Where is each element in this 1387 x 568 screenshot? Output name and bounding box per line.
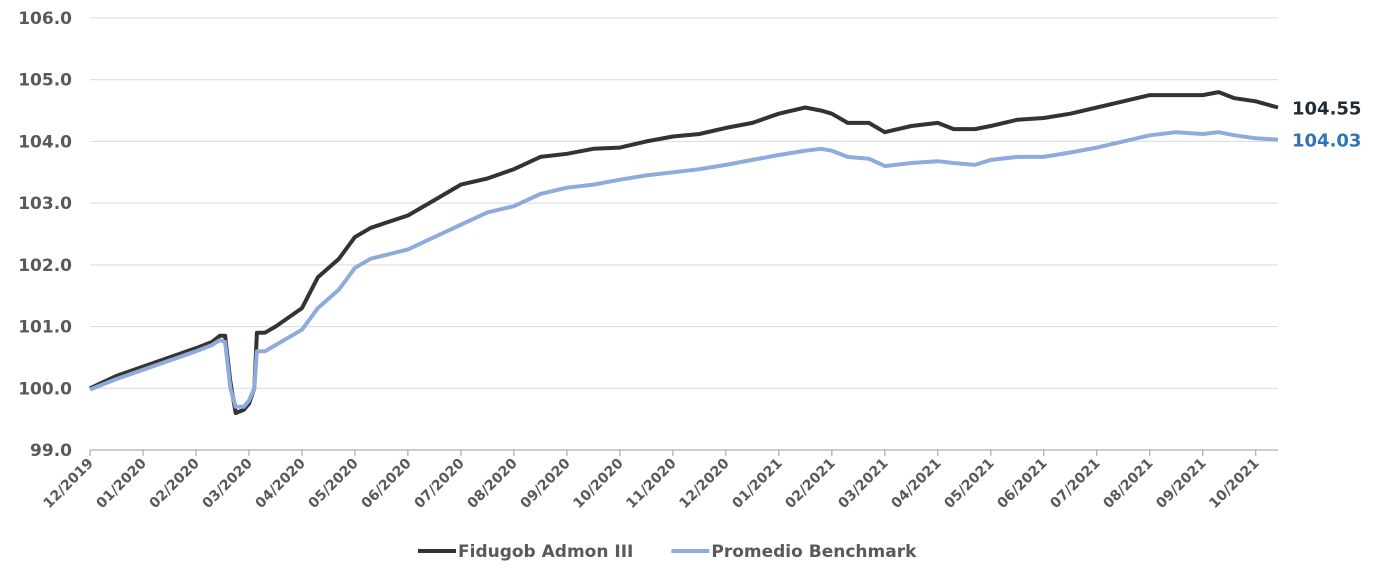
x-tick-label: 06/2020 (358, 455, 414, 511)
series-line (89, 90, 1279, 415)
x-tick-label: 06/2021 (994, 456, 1050, 512)
x-tick-label: 03/2021 (835, 456, 891, 512)
end-label: 104.03 (1292, 131, 1361, 152)
x-tick-label: 12/2019 (41, 456, 97, 512)
y-tick-label: 101.0 (18, 318, 72, 338)
y-tick-label: 99.0 (30, 441, 72, 461)
y-tick-label: 102.0 (18, 256, 72, 276)
x-tick-label: 04/2021 (888, 456, 944, 512)
x-tick-label: 07/2020 (411, 455, 467, 511)
x-tick-label: 01/2021 (729, 456, 785, 512)
x-tick-label: 07/2021 (1047, 456, 1103, 512)
end-label: 104.55 (1292, 98, 1361, 119)
y-tick-label: 103.0 (18, 194, 72, 214)
y-tick-label: 106.0 (18, 9, 72, 29)
x-tick-label: 10/2020 (570, 455, 626, 511)
x-tick-label: 11/2020 (623, 455, 679, 511)
legend-label: Fidugob Admon III (458, 542, 633, 562)
y-tick-label: 104.0 (18, 132, 72, 152)
x-tick-label: 12/2020 (676, 455, 732, 511)
x-tick-label: 09/2021 (1153, 456, 1209, 512)
x-tick-label: 09/2020 (517, 455, 573, 511)
x-tick-label: 05/2021 (941, 456, 997, 512)
y-tick-label: 105.0 (18, 71, 72, 91)
x-tick-label: 02/2020 (147, 455, 203, 511)
y-tick-label: 100.0 (18, 379, 72, 399)
x-tick-label: 08/2021 (1100, 456, 1156, 512)
x-tick-label: 08/2020 (464, 455, 520, 511)
legend-label: Promedio Benchmark (711, 542, 917, 562)
x-tick-label: 10/2021 (1206, 456, 1262, 512)
series-line (89, 130, 1279, 409)
x-tick-label: 01/2020 (94, 455, 150, 511)
x-tick-label: 04/2020 (253, 455, 309, 511)
x-tick-label: 05/2020 (306, 455, 362, 511)
x-tick-label: 02/2021 (782, 456, 838, 512)
x-tick-label: 03/2020 (200, 455, 256, 511)
